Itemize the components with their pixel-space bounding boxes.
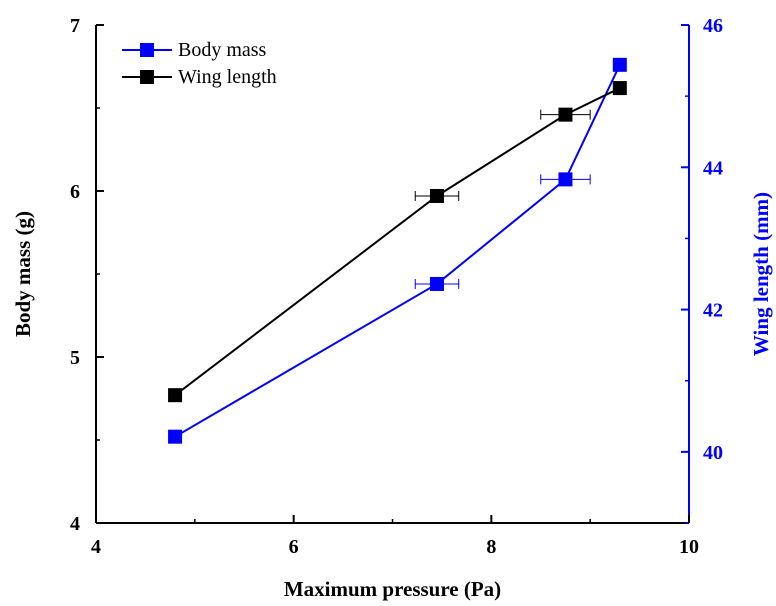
- body-mass-point: [612, 57, 627, 72]
- marks-layer: [168, 57, 627, 444]
- y-right-tick-label: 44: [703, 157, 723, 179]
- legend-body-mass-label: Body mass: [178, 39, 267, 61]
- x-axis-title: Maximum pressure (Pa): [284, 577, 501, 601]
- wing-length-line: [174, 87, 621, 396]
- y-right-axis-title: Wing length (mm): [749, 192, 773, 356]
- y-right-tick-label: 46: [703, 15, 723, 37]
- x-tick-label: 8: [486, 536, 496, 558]
- body-mass-point: [429, 276, 444, 291]
- legend-wing-length-label: Wing length: [178, 66, 277, 88]
- legend-wing-length-marker: [140, 70, 154, 84]
- x-tick-label: 6: [289, 536, 299, 558]
- x-tick-label: 10: [679, 536, 699, 558]
- y-left-tick-label: 7: [70, 15, 80, 37]
- wing-length-point: [429, 188, 444, 203]
- y-right-tick-label: 40: [703, 442, 723, 464]
- wing-length-point: [168, 388, 183, 403]
- body-mass-line: [174, 64, 621, 438]
- x-tick-label: 4: [91, 536, 101, 558]
- y-left-tick-label: 5: [70, 347, 80, 369]
- y-left-tick-label: 4: [70, 513, 80, 535]
- wing-length-point: [612, 81, 627, 96]
- y-left-axis-title: Body mass (g): [11, 211, 35, 337]
- legend: Body mass Wing length: [122, 39, 277, 88]
- wing-length-point: [558, 107, 573, 122]
- legend-body-mass-marker: [140, 43, 154, 57]
- body-mass-point: [168, 429, 183, 444]
- y-right-tick-label: 42: [703, 300, 723, 322]
- body-mass-point: [558, 172, 573, 187]
- y-left-tick-label: 6: [70, 181, 80, 203]
- axes-layer: [95, 24, 690, 524]
